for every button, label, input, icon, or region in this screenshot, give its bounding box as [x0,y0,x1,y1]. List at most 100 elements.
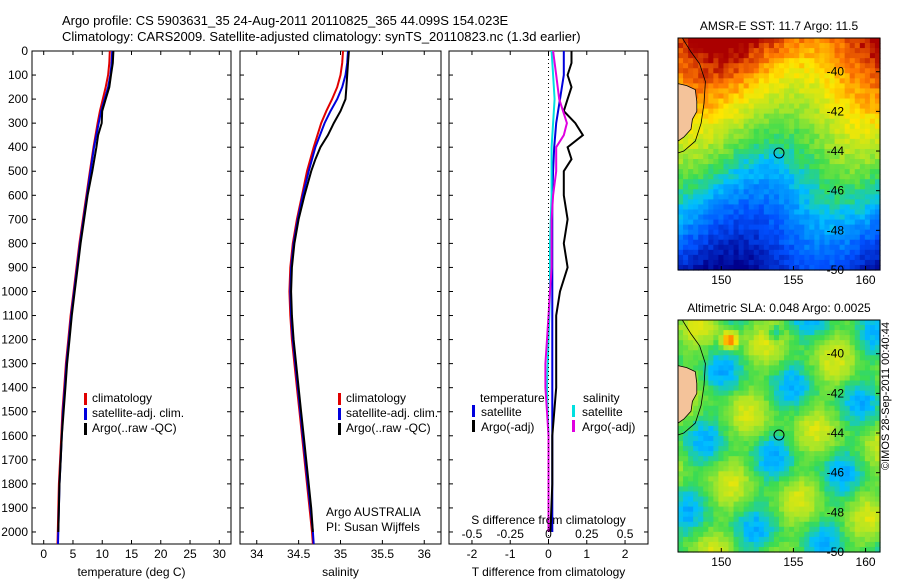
sst-map-cell [789,143,795,150]
sst-map-cell [854,63,861,69]
sst-map-cell [819,239,826,246]
sla-map-cell [834,340,841,346]
sla-map-cell [819,446,826,452]
sla-map-cell [753,410,760,417]
sla-map-cell [784,486,790,493]
sst-map-cell [683,239,689,246]
sst-map-cell [758,189,765,195]
sla-map-cell [804,466,810,472]
sla-map-cell [763,330,770,336]
sla-map-cell [718,355,725,361]
sla-map-cell [859,536,866,543]
sla-map-cell [763,436,770,442]
sst-map-cell [748,133,755,140]
sst-map-cell [849,229,856,236]
sla-map-cell [683,491,689,498]
sst-map-cell [824,73,831,79]
sla-map-cell [718,451,725,457]
sla-map-cell [784,360,790,366]
sla-map-cell [738,436,745,442]
sst-map-cell [698,189,704,195]
sla-map-cell [738,546,745,553]
sst-map-cell [844,83,851,90]
sla-map-cell [864,350,871,356]
sst-map-cell [799,229,805,236]
sla-map-cell [829,385,836,392]
sla-map-cell [779,466,785,472]
sla-map-cell [869,496,876,503]
sst-map-cell [763,68,770,74]
sla-map-cell [688,350,694,356]
sst-map-cell [864,53,871,59]
sst-map-cell [713,219,719,226]
sst-map-cell [758,214,765,221]
sla-map-cell [859,375,866,382]
sst-map-cell [763,184,770,190]
sla-map-cell [738,430,745,437]
sst-map-ytick-label: -48 [827,223,845,237]
sla-map-cell [688,415,694,422]
sla-map-cell [779,410,785,417]
sst-map-cell [738,244,745,251]
sst-map-cell [733,63,740,69]
sla-map-cell [688,541,694,548]
sla-map-cell [688,360,694,366]
sst-map-cell [779,68,785,74]
sst-map-cell [743,123,750,130]
sla-map-cell [728,415,735,422]
sla-map-cell [718,345,725,351]
sla-map-cell [718,516,725,523]
sla-map-cell [708,521,714,528]
sla-map-cell [834,486,841,493]
sst-map-cell [773,204,780,211]
sla-map-cell [733,511,740,518]
sla-map-cell [839,410,846,417]
sla-map-cell [743,471,750,477]
sla-map-cell [703,476,709,482]
sst-map-cell [869,209,876,216]
sla-map-cell [763,340,770,346]
sst-map-cell [763,123,770,130]
sla-map-cell [859,350,866,356]
sla-map-cell [738,511,745,518]
sst-map-cell [738,159,745,165]
sla-map-xtick-label: 155 [783,555,803,569]
sla-map-cell [814,420,820,427]
sla-map-cell [789,541,795,548]
sla-map-cell [874,511,881,518]
sla-map-cell [693,476,699,482]
sst-map-cell [859,53,866,59]
sst-map-cell [713,229,719,236]
sst-map-cell [703,204,709,211]
sla-map-cell [779,496,785,503]
sst-map-cell [693,154,699,160]
sla-map-cell [854,320,861,326]
sst-map-cell [743,239,750,246]
sla-map-cell [854,456,861,462]
sst-map-cell [874,133,881,140]
sla-map-cell [809,541,815,548]
sst-map-cell [748,103,755,110]
sst-map-cell [799,254,805,261]
sla-map-cell [874,486,881,493]
sst-map-cell [789,244,795,251]
diff-xtick-label: 2 [622,547,629,561]
sla-map-cell [738,456,745,462]
sst-map-cell [743,209,750,216]
sst-map-cell [844,219,851,226]
sla-map-cell [733,496,740,503]
sla-map-cell [834,405,841,412]
sla-map-cell [683,521,689,528]
sla-map-cell [768,491,775,498]
sla-map-cell [784,496,790,503]
sst-map-cell [839,154,846,160]
sst-map-cell [723,128,730,135]
sla-map-cell [718,335,725,341]
sla-map-cell [708,461,714,467]
sla-map-cell [693,420,699,427]
sst-map-cell [693,143,699,150]
sla-map-cell [748,441,755,447]
sla-map-cell [768,415,775,422]
sst-map-cell [829,259,836,266]
sla-map-cell [708,355,714,361]
